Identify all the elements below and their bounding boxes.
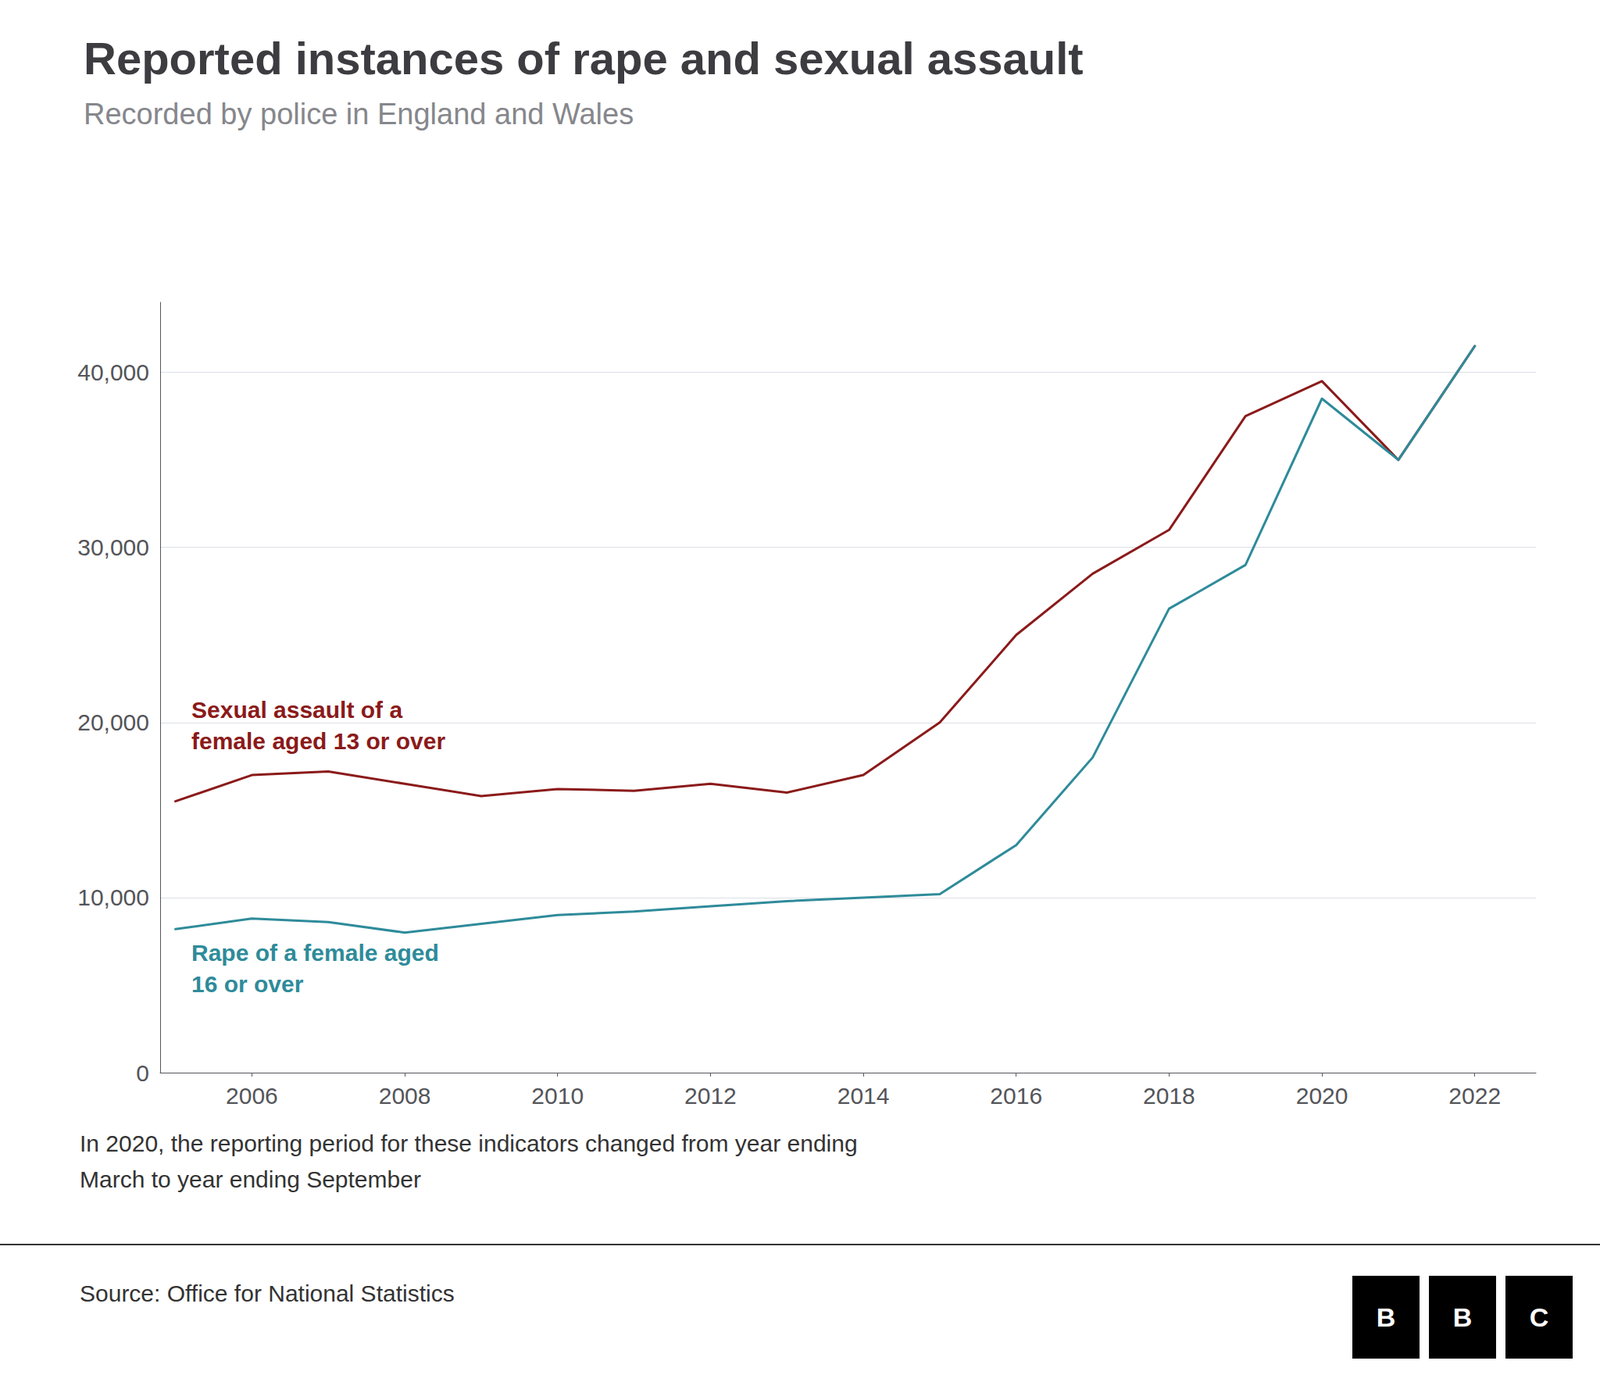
svg-text:16 or over: 16 or over [191, 971, 304, 997]
svg-text:Source: Office for National St: Source: Office for National Statistics [79, 1280, 455, 1307]
svg-text:2008: 2008 [378, 1082, 432, 1109]
svg-text:2022: 2022 [1448, 1082, 1501, 1109]
svg-text:Recorded by police in England: Recorded by police in England and Wales [83, 97, 634, 131]
svg-text:40,000: 40,000 [77, 359, 150, 386]
svg-text:Sexual assault of a: Sexual assault of a [191, 696, 403, 723]
svg-text:C: C [1529, 1302, 1550, 1333]
svg-text:20,000: 20,000 [77, 709, 150, 736]
svg-text:30,000: 30,000 [77, 534, 150, 561]
svg-text:0: 0 [135, 1060, 150, 1086]
svg-text:2010: 2010 [531, 1082, 584, 1109]
svg-text:2014: 2014 [837, 1082, 890, 1109]
svg-text:2020: 2020 [1296, 1082, 1349, 1109]
svg-text:2012: 2012 [684, 1082, 737, 1109]
svg-text:10,000: 10,000 [77, 884, 150, 911]
svg-text:2016: 2016 [989, 1082, 1043, 1109]
svg-text:Reported instances of rape and: Reported instances of rape and sexual as… [83, 32, 1084, 84]
svg-text:In 2020, the reporting period: In 2020, the reporting period for these … [79, 1130, 858, 1157]
svg-text:female aged 13 or over: female aged 13 or over [191, 728, 446, 754]
svg-text:B: B [1453, 1302, 1473, 1333]
svg-text:2006: 2006 [225, 1082, 279, 1109]
svg-text:2018: 2018 [1142, 1082, 1196, 1109]
svg-text:Rape of a female aged: Rape of a female aged [191, 939, 440, 966]
svg-text:B: B [1376, 1302, 1397, 1333]
svg-text:March to year ending September: March to year ending September [79, 1166, 422, 1193]
